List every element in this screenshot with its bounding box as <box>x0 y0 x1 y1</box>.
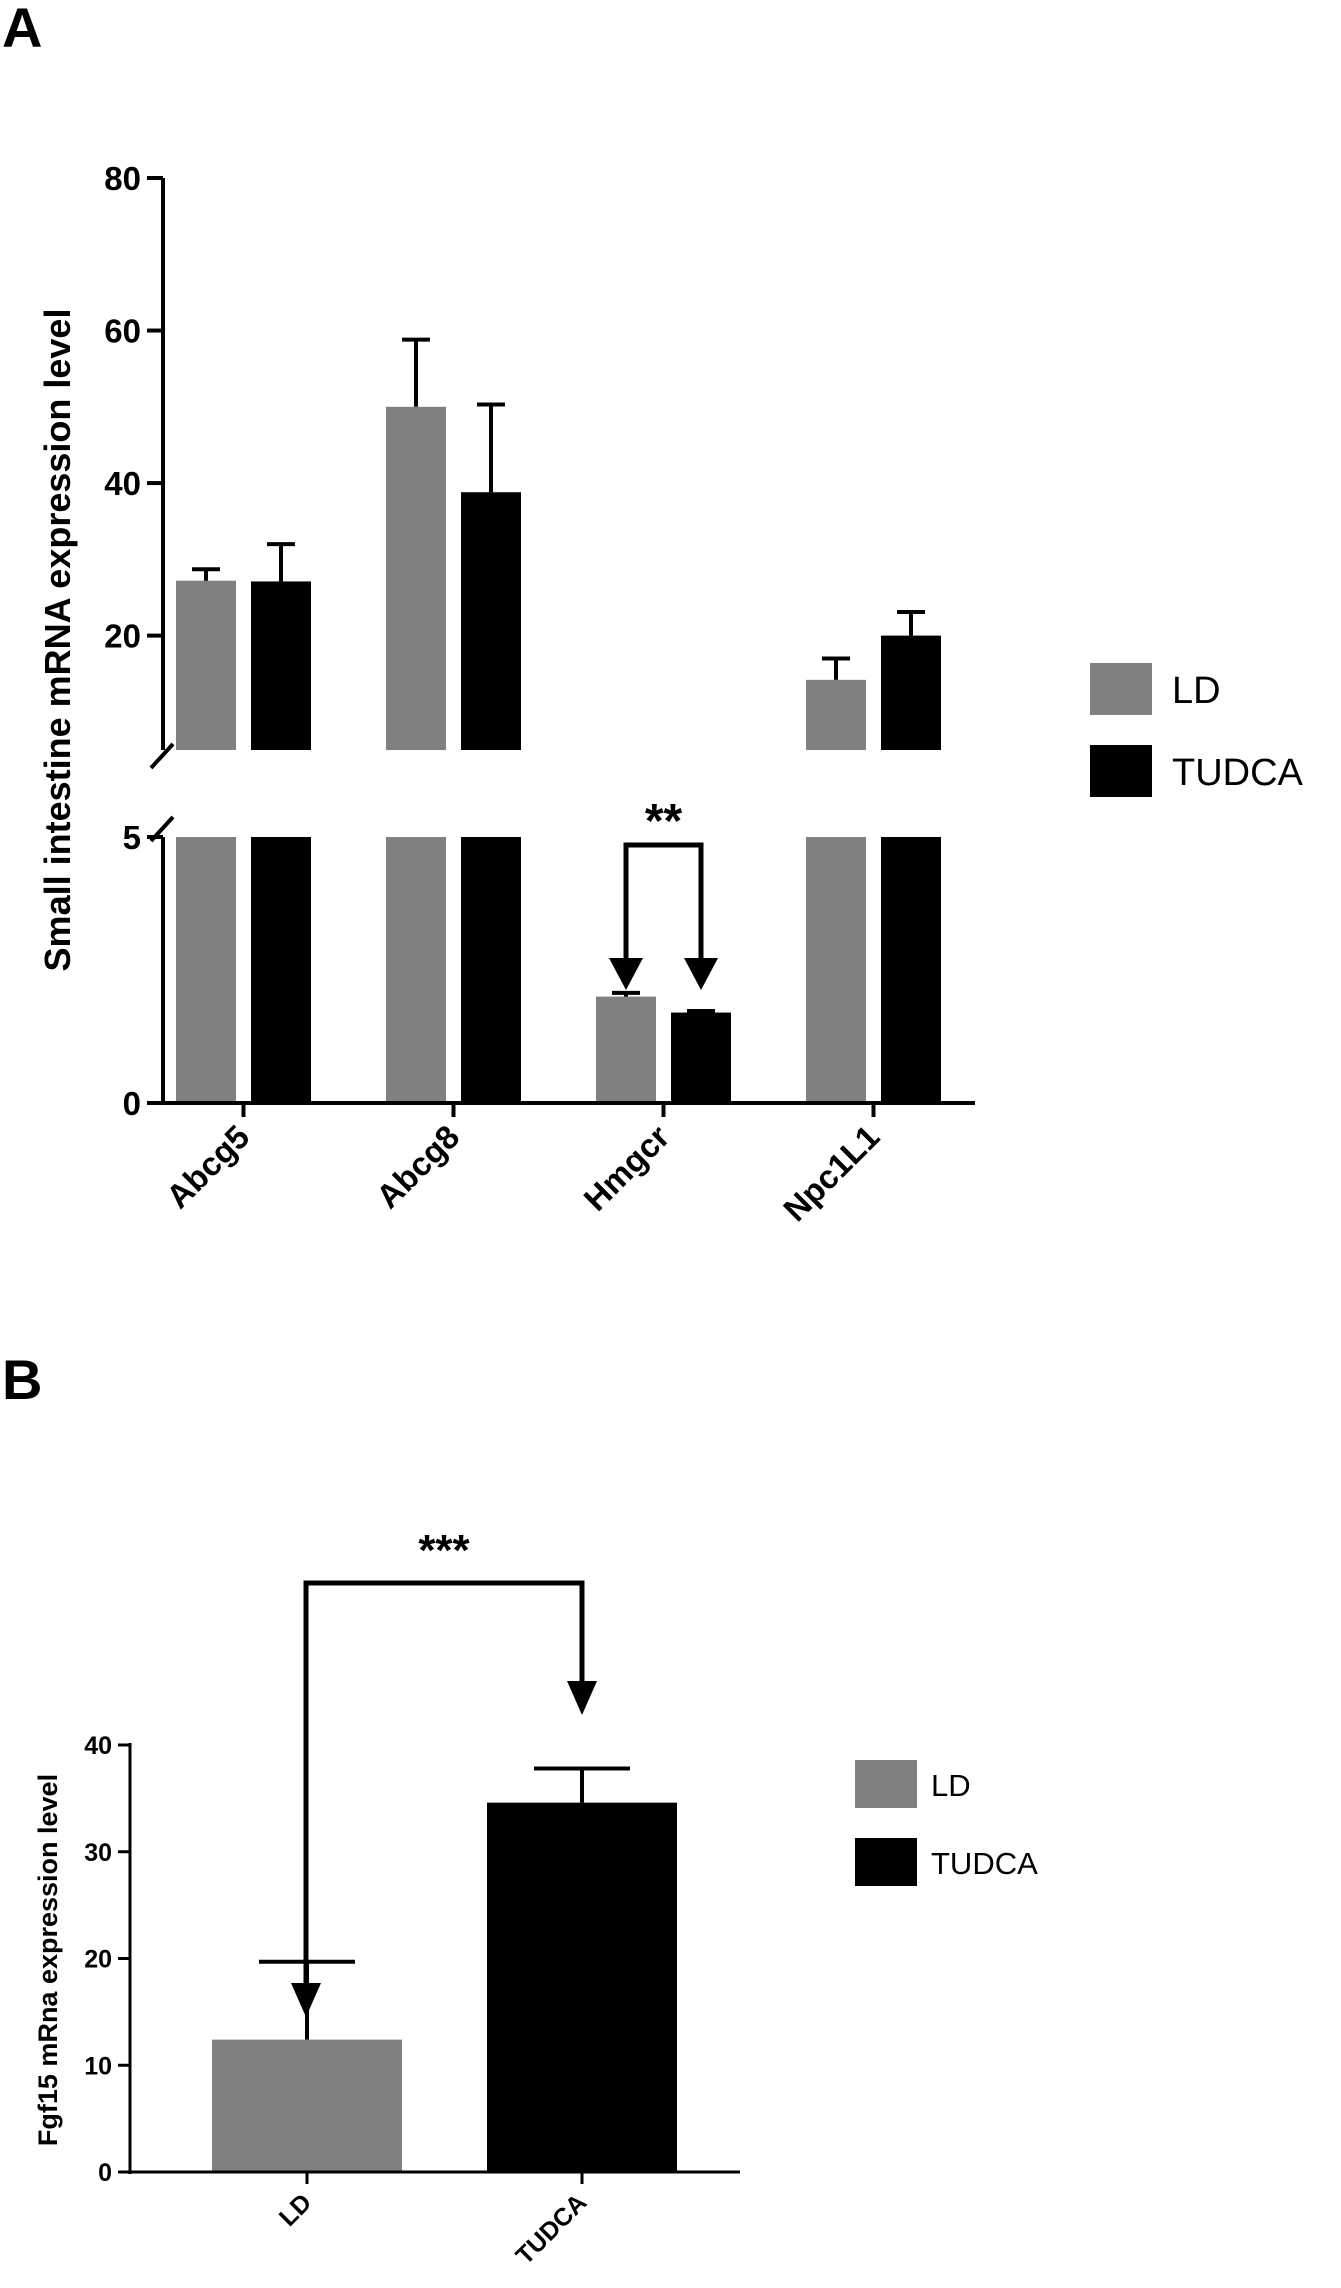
legend-swatch-b-tudca <box>855 1838 917 1886</box>
arrow-head-tudca <box>567 1681 597 1715</box>
x-label-npc1l1: Npc1L1 <box>776 1118 886 1228</box>
y-tick-label-20: 20 <box>104 618 141 655</box>
y-tick-label-b-40: 40 <box>84 1732 112 1760</box>
x-label-abcg5: Abcg5 <box>159 1118 256 1215</box>
bar-tudca-hmgcr <box>671 1012 731 1103</box>
chart-a: Abcg5 Abcg8 Hmgcr Npc1L1 20 40 60 80 0 5 Small int… <box>37 160 1304 1228</box>
significance-label-a: ** <box>645 795 683 848</box>
bar-ld-abcg8-lower <box>386 837 446 1103</box>
x-label-abcg8: Abcg8 <box>369 1118 466 1215</box>
y-tick-label-low-5: 5 <box>123 819 141 856</box>
legend-label-ld: LD <box>1172 670 1221 712</box>
bar-tudca-abcg5-lower <box>251 837 311 1103</box>
legend-swatch-tudca <box>1090 745 1152 797</box>
y-tick-label-b-20: 20 <box>84 1946 112 1974</box>
y-axis-title-a: Small intestine mRNA expression level <box>37 309 78 972</box>
bar-ld-abcg8-upper <box>386 406 446 750</box>
panel-label-a: A <box>2 0 43 59</box>
panel-label-b: B <box>2 1348 43 1411</box>
arrow-head-tudca-hmgcr <box>684 958 718 990</box>
bar-tudca-npc1l1-lower <box>881 837 941 1103</box>
axis-break-mark-upper <box>149 742 175 770</box>
bar-ld-abcg5-upper <box>176 580 236 750</box>
x-label-ld: LD <box>274 2188 317 2231</box>
legend-label-b-tudca: TUDCA <box>931 1846 1038 1881</box>
legend-label-b-ld: LD <box>931 1768 971 1803</box>
x-label-hmgcr: Hmgcr <box>576 1118 676 1218</box>
bar-tudca-npc1l1-upper <box>881 635 941 750</box>
y-tick-label-80: 80 <box>104 160 141 197</box>
arrow-head-ld-hmgcr <box>609 958 643 990</box>
y-tick-label-40: 40 <box>104 465 141 502</box>
legend-swatch-b-ld <box>855 1760 917 1808</box>
y-axis-title-b: Fgf15 mRna expression level <box>33 1774 63 2146</box>
x-label-tudca: TUDCA <box>511 2188 593 2270</box>
bar-ld <box>212 2039 402 2172</box>
significance-bracket-a <box>623 842 704 970</box>
y-tick-label-b-0: 0 <box>98 2159 112 2187</box>
y-tick-label-b-10: 10 <box>84 2052 112 2080</box>
bar-tudca-abcg8-upper <box>461 492 521 750</box>
arrow-head-ld <box>291 1983 321 2017</box>
legend-label-tudca: TUDCA <box>1172 752 1304 794</box>
bar-tudca-abcg5-upper <box>251 581 311 750</box>
bar-ld-npc1l1-lower <box>806 837 866 1103</box>
y-tick-label-low-0: 0 <box>123 1085 141 1122</box>
y-tick-label-60: 60 <box>104 313 141 350</box>
legend-swatch-ld <box>1090 663 1152 715</box>
bar-ld-abcg5-lower <box>176 837 236 1103</box>
chart-b: LD TUDCA 0 10 20 30 40 Fgf15 mRna expression le… <box>33 1526 1038 2270</box>
y-tick-label-b-30: 30 <box>84 1839 112 1867</box>
significance-bracket-b <box>303 1580 585 1990</box>
bar-tudca <box>487 1802 677 2172</box>
bar-tudca-abcg8-lower <box>461 837 521 1103</box>
bar-ld-hmgcr <box>596 996 656 1103</box>
significance-label-b: *** <box>418 1526 470 1575</box>
bar-ld-npc1l1-upper <box>806 679 866 750</box>
